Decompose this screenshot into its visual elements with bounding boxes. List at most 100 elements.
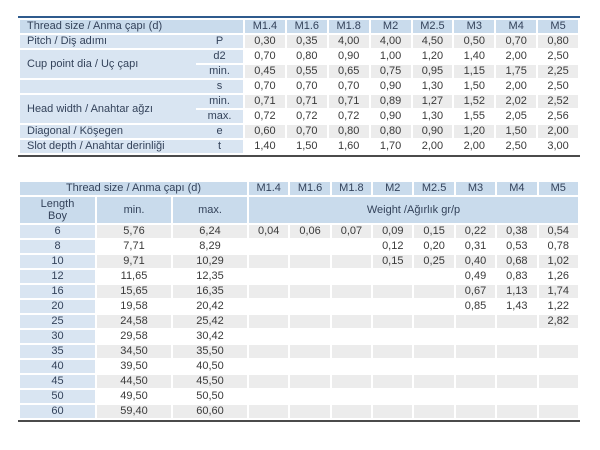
weight-value-cell — [288, 268, 332, 285]
size-column-header: M2.5 — [412, 180, 456, 197]
weight-value-cell — [329, 343, 374, 360]
weight-value-cell — [329, 373, 374, 390]
weight-value-cell — [495, 328, 539, 345]
size-column-header: M1.4 — [247, 180, 291, 197]
weights-table-body: 6 5,76 6,24 0,04 0,06 0,07 0,09 0,15 0,22 0,38 0,5… — [18, 223, 581, 420]
weight-value-cell — [288, 238, 332, 255]
size-column-header: M4 — [494, 18, 539, 35]
weights-table-row: 25 24,58 25,42 2,82 — [18, 313, 581, 330]
weight-value-cell — [247, 328, 291, 345]
length-cell: 16 — [18, 283, 97, 300]
length-min-cell: 19,58 — [95, 298, 173, 315]
dimension-value-cell: 1,40 — [452, 48, 497, 65]
dimensions-table-row: Cup point dia / Uç çapı d2 0,70 0,80 0,90 1,0… — [18, 48, 580, 80]
weight-value-cell — [288, 388, 332, 405]
weight-value-cell: 0,78 — [536, 238, 581, 255]
dimension-value-cell: 0,71 — [243, 93, 287, 110]
weight-value-cell — [412, 373, 456, 390]
length-max-cell: 30,42 — [170, 328, 250, 345]
dimensions-table-row: s 0,70 0,70 0,70 0,90 1,30 1,50 2,00 2,50 — [18, 78, 580, 95]
length-max-cell: 12,35 — [170, 268, 250, 285]
weight-value-cell — [495, 313, 539, 330]
weight-value-cell: 0,53 — [495, 238, 539, 255]
weight-value-cell — [453, 313, 498, 330]
length-min-cell: 11,65 — [95, 268, 173, 285]
weight-value-cell — [288, 358, 332, 375]
weight-value-cell: 1,22 — [536, 298, 581, 315]
dimension-value-cell: 0,90 — [368, 78, 413, 95]
weights-header-row-sizes: Thread size / Anma çapı (d) M1.4 M1.6 M1… — [17, 180, 581, 197]
dimension-value-cell: 0,55 — [284, 63, 329, 80]
dimensions-table-row: Slot depth / Anahtar derinliği t 1,40 1,50 1… — [18, 138, 580, 155]
length-min-cell: 39,50 — [95, 358, 173, 375]
dimension-value-cell: 0,30 — [243, 33, 287, 50]
length-cell: 60 — [18, 403, 97, 420]
dimension-value-cell: 0,70 — [243, 78, 287, 95]
weight-value-cell — [247, 358, 291, 375]
weights-table-row: 30 29,58 30,42 — [18, 328, 581, 345]
dimension-value-cell: 2,56 — [536, 108, 580, 125]
length-cell: 30 — [18, 328, 97, 345]
weight-value-cell: 1,74 — [536, 283, 581, 300]
dimension-value-cell: 4,00 — [368, 33, 413, 50]
weight-value-cell — [371, 388, 415, 405]
weight-value-cell — [412, 328, 456, 345]
dimension-value-cell: 2,00 — [494, 48, 539, 65]
dimension-value-cell: 0,90 — [410, 123, 455, 140]
dimension-row-symbol: s — [196, 78, 245, 95]
weights-table-row: 60 59,40 60,60 — [18, 403, 581, 420]
weights-table-row: 16 15,65 16,35 0,67 1,13 1,74 — [18, 283, 581, 300]
weight-value-cell — [247, 403, 291, 420]
dimension-value-cell: 1,50 — [452, 78, 497, 95]
dimension-value-cell: 0,80 — [368, 123, 413, 140]
dimension-row-symbol: max. — [196, 108, 245, 125]
dimension-value-cell: 0,72 — [243, 108, 287, 125]
length-max-cell: 40,50 — [170, 358, 250, 375]
size-column-header: M2 — [368, 18, 413, 35]
weights-table-row: 12 11,65 12,35 0,49 0,83 1,26 — [18, 268, 581, 285]
dimension-row-symbol: e — [196, 123, 245, 140]
dimensions-table-row: Pitch / Diş adımı P 0,30 0,35 4,00 4,00 4,50 0,… — [18, 33, 580, 50]
length-cell: 12 — [18, 268, 97, 285]
weight-value-cell — [247, 253, 291, 270]
length-min-cell: 44,50 — [95, 373, 173, 390]
weights-table-row: 8 7,71 8,29 0,12 0,20 0,31 0,53 0,78 — [18, 238, 581, 255]
dimension-row-label: Slot depth / Anahtar derinliği — [18, 138, 196, 155]
dimension-value-cell: 2,00 — [536, 123, 580, 140]
dimension-row-symbol: min. — [196, 63, 245, 80]
weight-value-cell — [288, 298, 332, 315]
weight-value-cell: 0,04 — [247, 223, 291, 240]
dimensions-table-body: Pitch / Diş adımı P 0,30 0,35 4,00 4,00 4,50 0,… — [18, 33, 580, 155]
weight-value-cell: 0,40 — [453, 253, 498, 270]
dimension-value-cell: 1,60 — [326, 138, 371, 155]
weight-value-cell — [453, 358, 498, 375]
weight-value-cell: 2,82 — [536, 313, 581, 330]
weight-value-cell — [536, 403, 581, 420]
weight-value-cell — [288, 313, 332, 330]
dimension-value-cell: 0,89 — [368, 93, 413, 110]
weight-value-cell — [247, 298, 291, 315]
length-cell: 20 — [18, 298, 97, 315]
dimension-value-cell: 0,80 — [326, 123, 371, 140]
length-min-cell: 5,76 — [95, 223, 173, 240]
weight-value-cell — [247, 268, 291, 285]
weight-value-cell — [247, 343, 291, 360]
weight-value-cell — [453, 343, 498, 360]
dimension-row-label: Head width / Anahtar ağzı — [18, 93, 196, 125]
weights-table-container: Thread size / Anma çapı (d) M1.4 M1.6 M1… — [17, 180, 581, 422]
weight-value-cell: 1,26 — [536, 268, 581, 285]
length-min-cell: 34,50 — [95, 343, 173, 360]
dimension-value-cell: 0,50 — [452, 33, 497, 50]
weight-value-cell — [536, 343, 581, 360]
dimension-value-cell: 1,20 — [410, 48, 455, 65]
dimension-value-cell: 2,00 — [410, 138, 455, 155]
dimension-value-cell: 0,95 — [410, 63, 455, 80]
weight-value-cell — [412, 268, 456, 285]
dimension-value-cell: 0,35 — [284, 33, 329, 50]
dimension-value-cell: 0,45 — [243, 63, 287, 80]
length-max-cell: 25,42 — [170, 313, 250, 330]
weight-value-cell: 1,43 — [495, 298, 539, 315]
dimension-row-label — [18, 78, 196, 95]
length-min-cell: 15,65 — [95, 283, 173, 300]
dimensions-table-row: max. 0,72 0,72 0,72 0,90 1,30 1,55 2,05 2,56 — [19, 108, 580, 125]
